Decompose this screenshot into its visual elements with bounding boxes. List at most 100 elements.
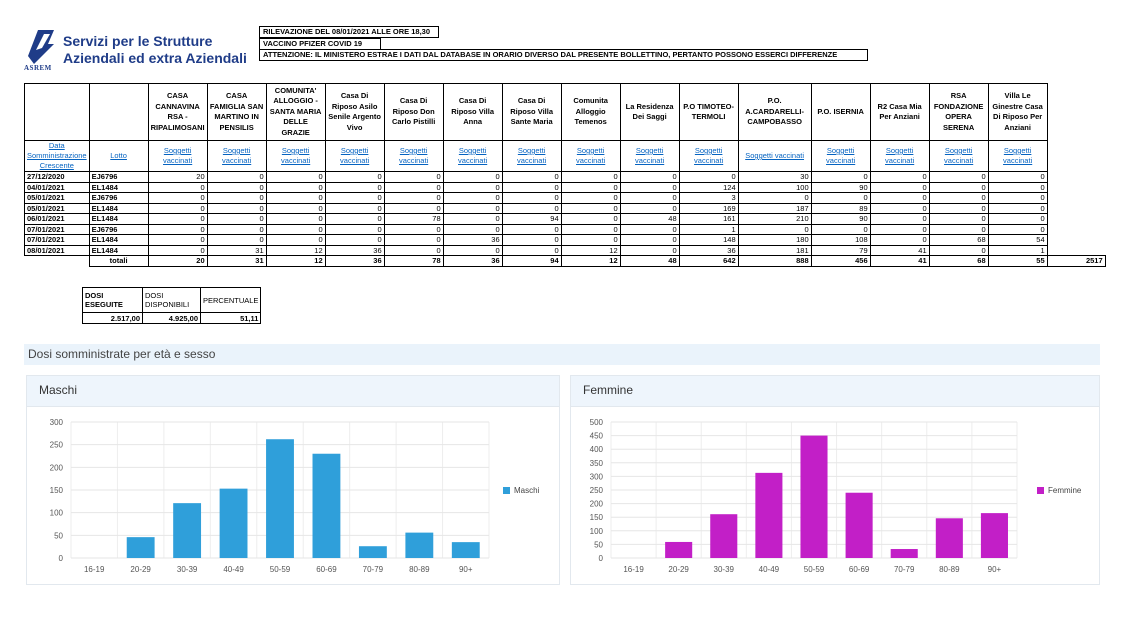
value-cell: 0 [501,171,562,183]
total-cell: 456 [810,255,871,267]
column-header: La Residenza Dei Saggi [619,83,680,141]
subjects-link[interactable]: Soggetti vaccinati [678,140,739,172]
legend-swatch [1037,487,1044,494]
value-cell: 0 [265,202,326,214]
males-bar-chart: 0 50 100 150 200 250 300 16-19 20-29 30-39 40-49 50… [50,418,540,574]
lot-cell: EJ6796 [88,192,149,204]
bar[interactable] [935,518,963,558]
value-cell: 0 [560,213,621,225]
lot-cell: EL1484 [88,202,149,214]
lot-cell: EL1484 [88,213,149,225]
value-cell: 0 [324,234,385,246]
subjects-link[interactable]: Soggetti vaccinati [147,140,208,172]
y-tick-label: 100 [590,527,604,536]
value-cell: 0 [869,181,930,193]
bar[interactable] [755,472,783,558]
column-header: R2 Casa Mia Per Anziani [869,83,930,141]
y-tick-label: 450 [590,432,604,441]
subjects-link[interactable]: Soggetti vaccinati [501,140,562,172]
value-cell: 0 [987,192,1048,204]
header-empty-lot [88,83,149,141]
bar[interactable] [665,541,693,558]
bar[interactable] [451,542,480,558]
value-cell: 0 [619,181,680,193]
header-empty [24,83,90,141]
subjects-link[interactable]: Soggetti vaccinati [737,140,812,172]
legend-label[interactable]: Femmine [1048,486,1082,495]
value-cell: 0 [987,202,1048,214]
lot-link[interactable]: Lotto [88,140,149,172]
value-cell: 0 [678,171,739,183]
y-tick-label: 150 [590,513,604,522]
subjects-link[interactable]: Soggetti vaccinati [206,140,267,172]
y-tick-label: 300 [50,418,64,427]
column-header: Casa Di Riposo Villa Anna [442,83,503,141]
value-cell: 90 [810,213,871,225]
value-cell: 0 [383,244,444,256]
value-cell: 0 [560,202,621,214]
x-tick-label: 70-79 [894,565,915,574]
date-sort-link[interactable]: Data Somministrazione Crescente [24,140,90,172]
y-tick-label: 150 [50,486,64,495]
bar[interactable] [358,546,387,558]
subjects-link[interactable]: Soggetti vaccinati [619,140,680,172]
subjects-link[interactable]: Soggetti vaccinati [928,140,989,172]
date-cell: 04/01/2021 [24,181,90,193]
subjects-link[interactable]: Soggetti vaccinati [560,140,621,172]
date-cell: 05/01/2021 [24,202,90,214]
lot-cell: EJ6796 [88,171,149,183]
column-header: Casa Di Riposo Villa Sante Maria [501,83,562,141]
totals-spacer [25,256,90,267]
bar[interactable] [710,514,738,558]
date-cell: 07/01/2021 [24,223,90,235]
value-cell: 0 [560,181,621,193]
value-cell: 12 [265,244,326,256]
value-cell: 0 [147,234,208,246]
subjects-link[interactable]: Soggetti vaccinati [265,140,326,172]
value-cell: 181 [737,244,812,256]
value-cell: 31 [206,244,267,256]
value-cell: 0 [987,181,1048,193]
bar[interactable] [173,503,202,558]
percentage-value: 51,11 [199,312,262,324]
value-cell: 0 [928,181,989,193]
subjects-link[interactable]: Soggetti vaccinati [810,140,871,172]
bar[interactable] [845,492,873,558]
bar[interactable] [890,549,918,558]
bar[interactable] [800,435,828,558]
value-cell: 68 [928,234,989,246]
bar[interactable] [219,488,248,558]
value-cell: 0 [810,223,871,235]
column-header: Casa Di Riposo Asilo Senile Argento Vivo [324,83,385,141]
value-cell: 0 [928,171,989,183]
x-tick-label: 80-89 [409,565,430,574]
subjects-link[interactable]: Soggetti vaccinati [987,140,1048,172]
females-chart-title: Femmine [583,383,634,397]
males-chart-title: Maschi [39,383,78,397]
x-tick-label: 90+ [988,565,1002,574]
value-cell: 169 [678,202,739,214]
subjects-link[interactable]: Soggetti vaccinati [869,140,930,172]
logo-text: ASREM [24,64,52,72]
x-tick-label: 90+ [459,565,473,574]
value-cell: 0 [501,234,562,246]
value-cell: 0 [810,171,871,183]
asrem-logo-icon [28,30,54,64]
value-cell: 0 [324,181,385,193]
value-cell: 0 [147,202,208,214]
bar[interactable] [312,453,341,558]
bar[interactable] [126,537,155,558]
bar[interactable] [266,439,294,558]
legend-label[interactable]: Maschi [514,486,540,495]
spacer-cell [1047,203,1105,214]
x-tick-label: 16-19 [623,565,644,574]
bar[interactable] [980,513,1008,558]
bar[interactable] [405,532,434,558]
subjects-link[interactable]: Soggetti vaccinati [324,140,385,172]
females-bar-chart: 0 50 100 150 200 250 300 350 400 450 500 16-19 20-29… [590,418,1082,574]
value-cell: 180 [737,234,812,246]
total-cell: 68 [928,255,989,267]
subjects-link[interactable]: Soggetti vaccinati [442,140,503,172]
spacer-cell [1047,182,1105,193]
subjects-link[interactable]: Soggetti vaccinati [383,140,444,172]
